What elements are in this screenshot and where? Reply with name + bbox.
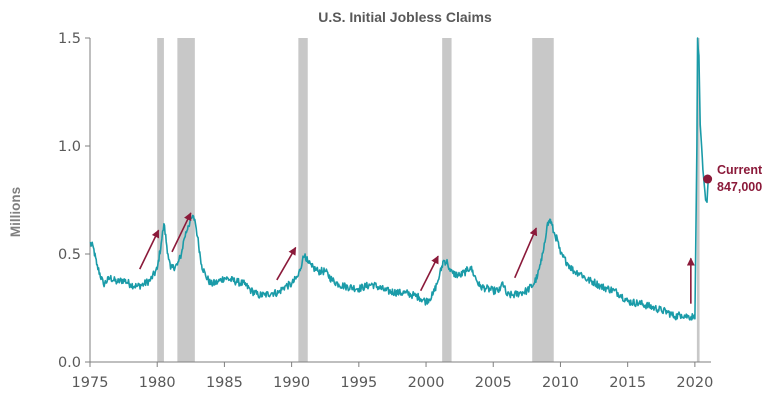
- recession-band-5: [696, 38, 700, 362]
- x-tick-label: 2010: [542, 375, 579, 391]
- annotation-arrow-1: [171, 212, 192, 253]
- annotation-arrow-4: [514, 227, 538, 279]
- x-tick-label: 1985: [206, 375, 243, 391]
- current-label: Current: [717, 163, 763, 177]
- x-tick-label: 2020: [676, 375, 713, 391]
- recession-bands: [157, 38, 700, 362]
- x-tick-label: 1990: [273, 375, 310, 391]
- y-axis-ticks: 0.0 0.5 1.0 1.5: [58, 31, 91, 371]
- y-tick-label: 0.5: [58, 247, 81, 263]
- x-tick-label: 2000: [408, 375, 445, 391]
- x-tick-label: 2005: [475, 375, 512, 391]
- x-axis: 1975 1980 1985 1990 1995 2000 2005 2010 2015 2020: [72, 361, 713, 391]
- recession-band-2: [298, 38, 308, 362]
- y-tick-label: 1.0: [58, 139, 81, 155]
- annotation-arrow-0: [139, 229, 160, 270]
- recession-band-3: [442, 38, 452, 362]
- series-line-0: [89, 37, 710, 321]
- recession-band-4: [532, 38, 554, 362]
- current-marker-group: Current 847,000: [703, 163, 763, 194]
- current-point: [703, 174, 713, 184]
- annotation-arrows: [139, 212, 695, 304]
- x-tick-label: 2015: [609, 375, 646, 391]
- current-value-label: 847,000: [717, 180, 762, 194]
- annotation-arrow-2: [276, 246, 297, 281]
- chart-title: U.S. Initial Jobless Claims: [318, 9, 492, 25]
- x-tick-label: 1995: [340, 375, 377, 391]
- annotation-arrow-3: [419, 255, 439, 292]
- y-tick-label: 0.0: [58, 355, 81, 371]
- series-group: [89, 37, 710, 321]
- x-tick-label: 1975: [72, 375, 109, 391]
- recession-band-1: [177, 38, 195, 362]
- y-tick-label: 1.5: [58, 31, 81, 47]
- x-tick-label: 1980: [139, 375, 176, 391]
- recession-band-0: [157, 38, 164, 362]
- y-axis-label: Millions: [8, 187, 23, 237]
